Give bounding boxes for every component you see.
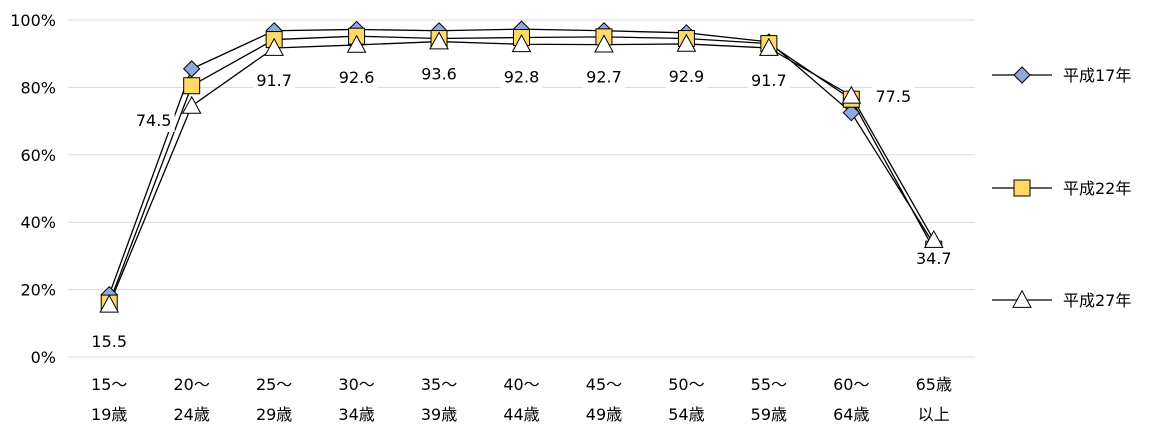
y-tick-label: 40% <box>20 213 56 232</box>
x-tick-label: 49歳 <box>586 405 622 424</box>
x-tick-label: 44歳 <box>503 405 539 424</box>
data-label-bg <box>582 66 625 89</box>
data-label: 92.6 <box>339 68 375 87</box>
data-label-bg <box>418 63 461 86</box>
x-tick-label: 50～ <box>668 375 704 394</box>
marker-triangle <box>346 34 367 53</box>
data-label: 15.5 <box>91 332 127 351</box>
marker-triangle <box>923 229 944 248</box>
data-label: 74.5 <box>136 111 172 130</box>
x-tick-label: 24歳 <box>173 405 209 424</box>
y-tick-label: 80% <box>20 78 56 97</box>
marker-triangle <box>841 85 862 104</box>
data-label-bg <box>335 66 378 89</box>
data-label-bg <box>500 66 543 89</box>
x-tick-label: 15～ <box>91 375 127 394</box>
marker-triangle <box>759 37 779 56</box>
y-tick-label: 0% <box>31 348 56 367</box>
data-label-bg <box>912 248 955 271</box>
x-tick-label: 54歳 <box>668 405 704 424</box>
x-tick-label: 35～ <box>421 375 457 394</box>
data-label: 77.5 <box>876 87 912 106</box>
y-tick-label: 60% <box>20 146 56 165</box>
data-label: 92.7 <box>586 68 622 87</box>
data-label-bg <box>747 69 790 92</box>
marker-triangle <box>1012 289 1032 308</box>
data-label-bg <box>253 69 296 92</box>
marker-triangle <box>99 294 120 313</box>
x-tick-label: 25～ <box>256 375 292 394</box>
x-tick-label: 64歳 <box>833 405 869 424</box>
y-axis: 0% 20% 40% 60% 80% 100% <box>10 11 56 367</box>
data-label-bg <box>665 65 708 88</box>
data-label-bg <box>872 85 915 108</box>
x-tick-label: 20～ <box>173 375 209 394</box>
marker-diamond <box>842 103 861 122</box>
marker-triangle <box>594 34 614 53</box>
legend-label: 平成17年 <box>1063 66 1131 85</box>
x-tick-label: 30～ <box>338 375 374 394</box>
x-tick-label: 39歳 <box>421 405 457 424</box>
data-label-bg <box>132 109 175 132</box>
data-labels: 15.5 74.5 91.7 92.6 93.6 92.8 92.7 92.9 91.7 77.5… <box>88 63 955 353</box>
data-label: 91.7 <box>256 71 292 90</box>
x-tick-label: 60～ <box>833 375 869 394</box>
x-tick-label: 45～ <box>586 375 622 394</box>
data-label: 92.8 <box>504 67 540 86</box>
x-axis: 15～ 19歳 20～ 24歳 25～ 29歳 30～ 34歳 35～ 39歳 40～ 44歳 45～ 4… <box>91 375 952 424</box>
x-tick-label: 40～ <box>503 375 539 394</box>
x-tick-label: 59歳 <box>751 405 787 424</box>
y-tick-label: 100% <box>10 11 56 30</box>
marker-triangle <box>511 34 532 53</box>
data-label: 93.6 <box>421 65 457 84</box>
x-tick-label: 65歳 <box>916 375 952 394</box>
data-label: 34.7 <box>916 249 952 268</box>
marker-square <box>183 77 201 95</box>
x-tick-label: 34歳 <box>338 405 374 424</box>
marker-triangle <box>181 95 202 114</box>
x-tick-label: 19歳 <box>91 405 127 424</box>
marker-diamond <box>182 60 201 78</box>
data-label: 92.9 <box>669 67 705 86</box>
legend-label: 平成27年 <box>1063 291 1131 310</box>
legend-label: 平成22年 <box>1063 179 1131 198</box>
marker-triangle <box>676 33 697 52</box>
marker-triangle <box>429 31 449 50</box>
x-tick-label: 55～ <box>751 375 787 394</box>
series-markers <box>99 20 944 313</box>
y-tick-label: 20% <box>20 281 56 300</box>
x-tick-label: 29歳 <box>256 405 292 424</box>
x-tick-label: 以上 <box>918 405 950 424</box>
marker-diamond <box>1013 66 1031 84</box>
marker-square <box>1013 179 1031 197</box>
data-label: 91.7 <box>751 71 787 90</box>
marker-triangle <box>264 37 284 56</box>
data-label-bg <box>88 330 131 353</box>
